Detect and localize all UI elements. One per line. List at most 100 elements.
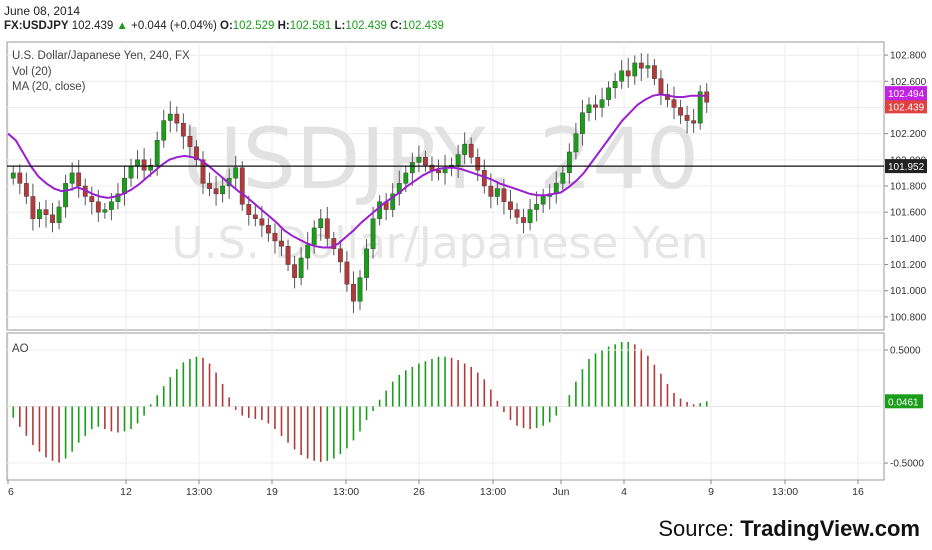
volume-legend[interactable]: Vol (20)	[12, 66, 52, 78]
candle	[534, 204, 540, 210]
last-price: 102.439	[71, 20, 114, 32]
candle	[573, 133, 579, 153]
candle	[63, 183, 69, 208]
candle	[436, 170, 441, 174]
candle	[704, 91, 710, 103]
candle	[50, 214, 55, 223]
candle	[351, 283, 356, 302]
candle	[76, 172, 82, 187]
ao-y-tick-label: 0.5000	[890, 345, 921, 356]
candle	[220, 185, 226, 195]
change-arrow-icon: ▲	[116, 20, 128, 32]
symbol[interactable]: FX:USDJPY	[4, 20, 69, 32]
candle	[180, 122, 186, 137]
candle	[102, 209, 108, 213]
candle	[625, 70, 631, 77]
ma-legend[interactable]: MA (20, close)	[12, 81, 86, 93]
candle	[651, 65, 657, 79]
candle	[377, 201, 383, 219]
candle	[187, 136, 193, 147]
candle	[586, 104, 592, 113]
candle	[488, 185, 494, 197]
candle	[540, 196, 546, 205]
candle	[606, 87, 611, 100]
quote-line: FX:USDJPY 102.439 ▲ +0.044 (+0.04%) O:10…	[4, 20, 444, 32]
x-tick-label: 12	[120, 486, 132, 498]
candle	[174, 113, 180, 124]
x-tick-label: 13:00	[186, 486, 212, 498]
low-value: 102.439	[345, 20, 387, 32]
candle	[671, 99, 677, 108]
candle	[128, 166, 134, 179]
candle	[665, 94, 670, 100]
candle	[508, 201, 513, 210]
candle	[213, 188, 219, 195]
candle	[56, 206, 62, 223]
candle	[697, 91, 703, 124]
candle	[501, 188, 507, 202]
last-price-badge-bg	[885, 99, 927, 114]
x-tick-label: 16	[852, 486, 864, 498]
x-tick-label: 9	[708, 486, 714, 498]
candle	[580, 112, 585, 134]
candle	[475, 156, 481, 171]
candle	[298, 257, 304, 278]
candle	[23, 183, 29, 197]
source-brand: TradingView.com	[740, 516, 920, 541]
level-value-badge-bg	[885, 159, 927, 174]
high-label: H:	[277, 20, 290, 32]
last-price-badge: 102.439	[888, 102, 925, 113]
candle	[370, 218, 376, 250]
candle	[246, 204, 252, 215]
y-tick-label: 102.800	[890, 51, 927, 62]
candle	[154, 139, 160, 166]
candle	[279, 240, 284, 247]
candle	[141, 159, 147, 171]
y-tick-label: 102.200	[890, 129, 927, 140]
candle	[318, 218, 324, 229]
level-value-badge: 101.952	[888, 162, 925, 173]
chart-date: June 08, 2014	[4, 4, 81, 18]
series-title: U.S. Dollar/Japanese Yen, 240, FX	[12, 50, 190, 62]
candle	[593, 104, 598, 108]
candle	[233, 167, 239, 179]
close-value: 102.439	[402, 20, 444, 32]
candle	[95, 201, 101, 213]
ma-line	[7, 93, 707, 249]
y-tick-label: 101.200	[890, 260, 927, 271]
candle	[364, 248, 369, 278]
price-change: +0.044 (+0.04%)	[131, 20, 217, 32]
candle	[161, 120, 167, 141]
candle	[409, 162, 415, 174]
high-value: 102.581	[289, 20, 332, 32]
candle	[148, 164, 154, 171]
candle	[462, 143, 468, 155]
candle	[632, 62, 638, 77]
candle	[423, 156, 428, 166]
y-tick-label: 102.600	[890, 77, 927, 88]
x-tick-label: 13:00	[333, 486, 359, 498]
candle	[527, 209, 533, 223]
ao-y-tick-label: -0.5000	[890, 459, 924, 470]
candle	[135, 159, 140, 167]
watermark-symbol: USDJPY, 240	[181, 110, 699, 208]
source-credit: Source: TradingView.com	[658, 516, 920, 542]
candle	[285, 246, 291, 265]
candle	[619, 70, 625, 82]
candle	[272, 232, 278, 242]
ao-value-badge-bg	[885, 394, 923, 409]
open-value: 102.529	[232, 20, 275, 32]
y-tick-label: 101.600	[890, 208, 927, 219]
candle	[89, 196, 95, 202]
close-label: C:	[390, 20, 403, 32]
candle	[455, 154, 461, 166]
candle	[167, 113, 173, 121]
candle	[109, 201, 114, 210]
y-tick-label: 100.800	[890, 312, 927, 323]
open-label: O:	[220, 20, 233, 32]
ma-value-badge: 102.494	[888, 89, 925, 100]
candle	[69, 172, 75, 184]
ao-legend[interactable]: AO	[12, 343, 29, 355]
candle	[645, 65, 651, 69]
